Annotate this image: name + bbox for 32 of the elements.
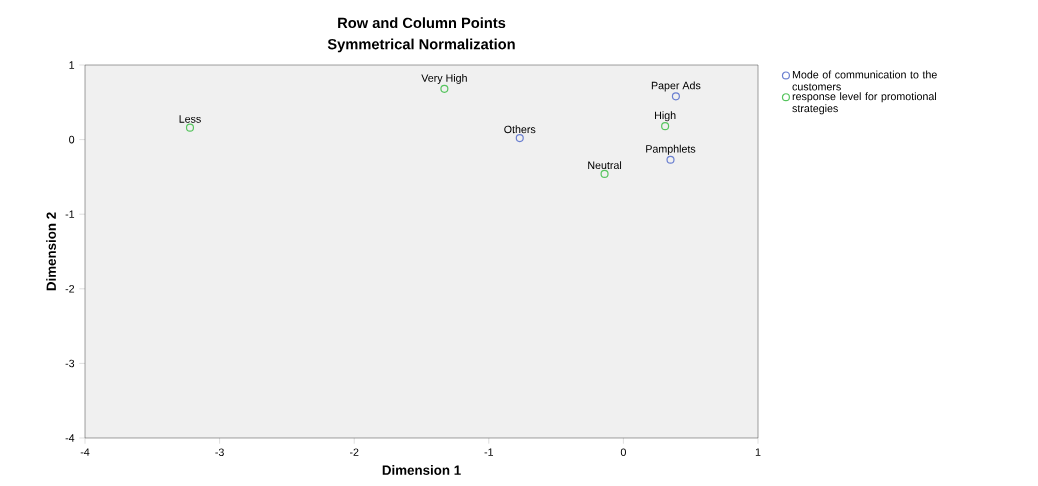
- legend-label: response level for promotional strategies: [792, 92, 936, 115]
- point: [440, 84, 449, 93]
- chart-title: Row and Column Points: [338, 17, 506, 29]
- x-tick-label: 0: [620, 448, 626, 456]
- point: [661, 122, 670, 131]
- y-tick-label: -4: [65, 434, 75, 442]
- y-tick-label: -2: [65, 285, 75, 293]
- point: [515, 134, 524, 143]
- legend-label: Mode of communication to the customers: [792, 70, 937, 91]
- annotation: Paper Ads: [651, 81, 701, 92]
- annotation: Less: [179, 115, 201, 123]
- y-axis-title: Dimension 2: [46, 212, 56, 291]
- x-tick-label: 1: [755, 448, 761, 456]
- point: [185, 123, 195, 132]
- chart-subtitle: Symmetrical Normalization: [327, 38, 515, 53]
- y-tick-label: 0: [69, 135, 75, 144]
- annotation: High: [655, 111, 676, 122]
- x-tick-label: -4: [80, 448, 90, 456]
- x-tick-label: -3: [215, 448, 224, 456]
- annotation: Very High: [421, 73, 467, 84]
- y-tick-label: 1: [69, 61, 75, 69]
- annotation: Others: [504, 125, 536, 134]
- annotation: Neutral: [588, 161, 622, 169]
- annotation: Pamphlets: [646, 144, 696, 155]
- x-tick-label: -2: [349, 448, 359, 456]
- x-tick-label: -1: [484, 448, 494, 456]
- x-axis-title: Dimension 1: [382, 465, 461, 475]
- point: [600, 169, 609, 178]
- y-tick-label: -3: [65, 359, 75, 368]
- point: [666, 155, 675, 164]
- point: [671, 92, 680, 101]
- y-tick-label: -1: [65, 210, 75, 218]
